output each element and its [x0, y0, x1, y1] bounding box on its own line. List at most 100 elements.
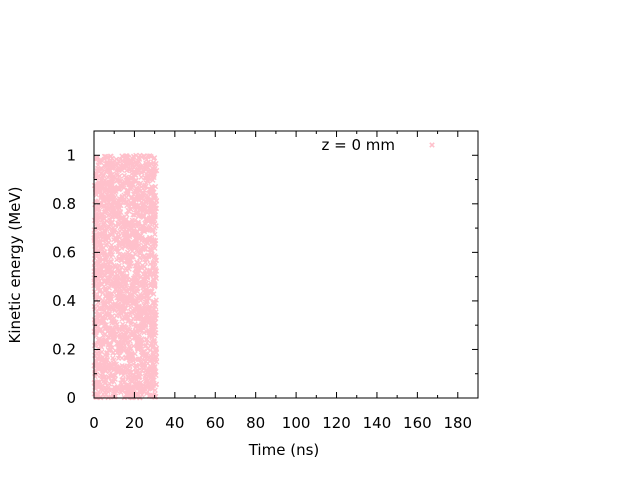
data-point: [123, 159, 130, 165]
data-point: [145, 227, 151, 233]
data-point: [143, 287, 150, 293]
data-point: [145, 164, 151, 171]
data-point: [142, 245, 148, 252]
data-point: [95, 312, 102, 318]
data-point: [123, 231, 129, 237]
data-point: [135, 277, 141, 284]
data-point: [151, 291, 157, 297]
data-point: [150, 369, 157, 375]
data-point: [121, 324, 127, 331]
data-point: [103, 391, 109, 398]
data-point: [91, 342, 98, 349]
data-point: [139, 325, 145, 331]
data-point: [98, 166, 105, 172]
data-point: [116, 166, 123, 172]
data-point: [148, 219, 155, 225]
data-point: [93, 394, 99, 400]
data-point: [128, 195, 135, 202]
data-point: [147, 224, 153, 230]
data-point: [149, 329, 156, 336]
data-point: [112, 347, 118, 354]
data-point: [139, 280, 146, 286]
data-point: [132, 245, 138, 251]
data-point: [112, 214, 119, 220]
data-point: [125, 300, 131, 306]
data-point: [141, 263, 148, 270]
data-point: [91, 217, 98, 224]
y-tick-label: 0.4: [52, 292, 76, 310]
data-point: [109, 320, 115, 326]
data-point: [129, 230, 135, 236]
data-point: [121, 306, 127, 312]
data-point: [120, 294, 126, 300]
x-tick-label: 20: [125, 414, 144, 432]
data-point: [153, 223, 159, 229]
data-point: [144, 294, 150, 301]
data-point: [107, 329, 114, 336]
data-point: [117, 267, 123, 274]
legend: z = 0 mm: [321, 136, 435, 154]
x-tick-label: 80: [246, 414, 265, 432]
data-point: [151, 306, 157, 312]
y-tick-label: 1: [66, 146, 76, 164]
data-point: [98, 192, 104, 198]
data-point: [108, 220, 114, 227]
data-point: [145, 378, 151, 384]
data-point: [144, 313, 150, 319]
x-tick-label: 40: [165, 414, 184, 432]
data-point: [124, 267, 130, 274]
data-point: [148, 341, 154, 347]
data-point: [93, 359, 99, 365]
data-point: [95, 159, 102, 166]
data-point: [143, 313, 149, 319]
data-point: [130, 164, 137, 170]
data-point: [139, 228, 146, 234]
data-point: [141, 165, 147, 171]
data-point: [142, 343, 148, 350]
data-point: [137, 231, 143, 238]
data-point: [132, 351, 138, 357]
data-point: [124, 199, 130, 205]
data-point: [103, 237, 109, 243]
data-point: [143, 318, 150, 325]
data-point: [100, 379, 106, 385]
data-point: [150, 382, 157, 388]
data-point: [104, 218, 110, 224]
data-point: [106, 306, 113, 312]
data-point: [152, 364, 158, 370]
data-point: [119, 255, 126, 261]
data-point: [119, 316, 125, 322]
data-point: [97, 356, 104, 362]
data-point: [97, 327, 104, 333]
data-point: [96, 257, 103, 264]
data-point: [114, 283, 120, 290]
data-point: [137, 264, 143, 270]
data-point: [127, 357, 134, 363]
data-point: [136, 158, 142, 165]
data-point: [130, 343, 137, 349]
data-point: [102, 325, 109, 331]
data-point: [153, 359, 160, 365]
data-point: [96, 278, 103, 284]
x-tick-label: 60: [206, 414, 225, 432]
data-point: [108, 370, 114, 376]
data-point: [145, 366, 152, 372]
data-point: [113, 277, 119, 283]
data-point: [140, 190, 147, 197]
data-point: [105, 168, 111, 174]
data-point: [94, 174, 100, 181]
data-point: [132, 169, 138, 175]
data-point: [120, 347, 126, 353]
data-point: [146, 197, 152, 203]
data-point: [136, 293, 142, 299]
data-point: [144, 293, 150, 299]
data-point: [130, 212, 136, 218]
data-point: [118, 281, 125, 288]
data-point: [107, 217, 114, 223]
data-point: [135, 270, 142, 276]
data-point: [103, 161, 110, 167]
x-tick-label: 140: [363, 414, 392, 432]
data-point: [144, 389, 151, 395]
data-point: [150, 320, 156, 327]
data-point: [123, 368, 129, 374]
